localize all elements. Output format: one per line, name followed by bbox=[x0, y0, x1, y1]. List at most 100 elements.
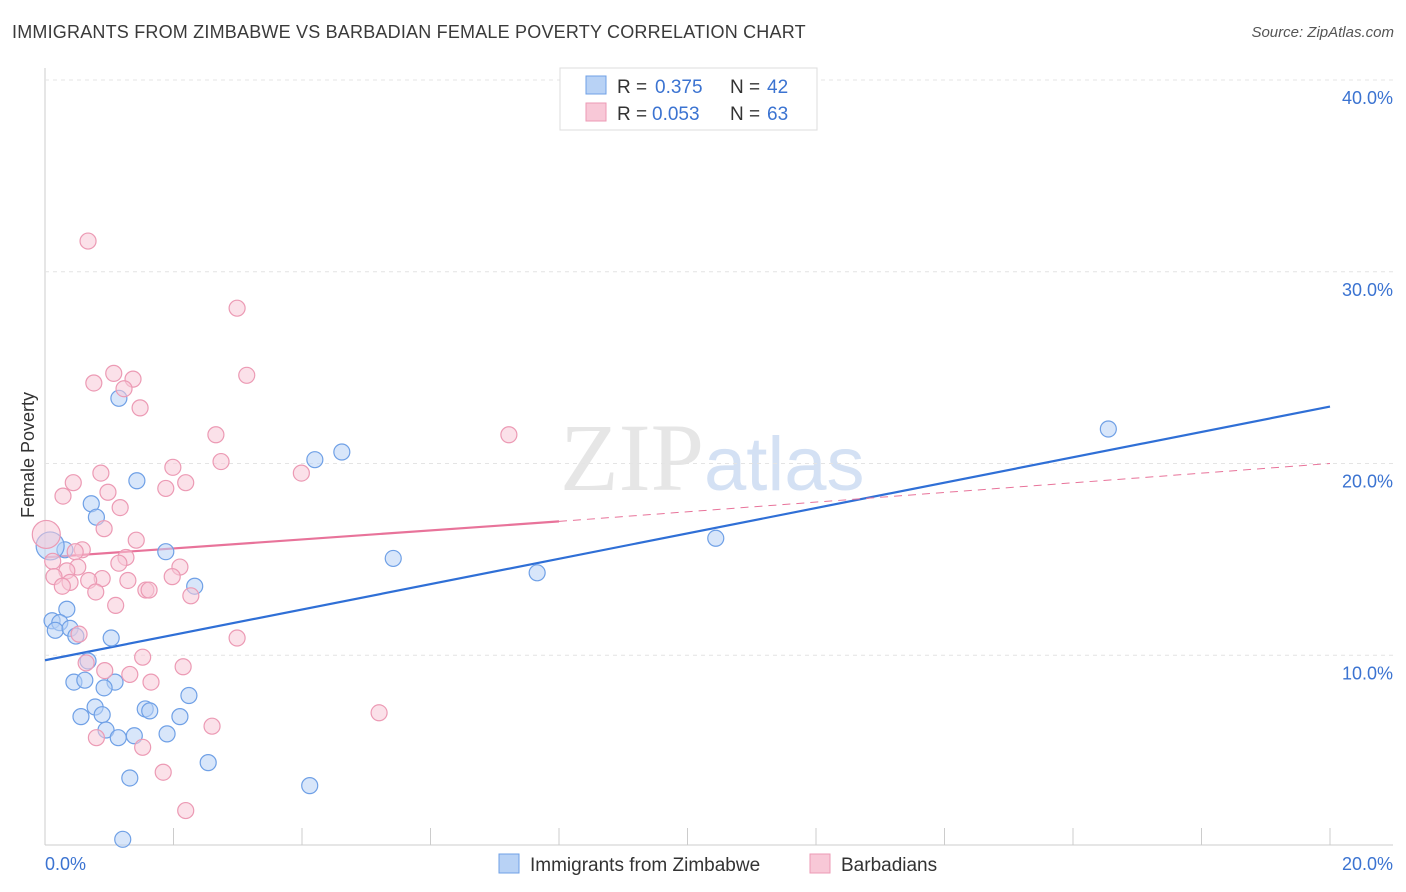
data-point-barbadians bbox=[107, 596, 125, 614]
data-point-zimbabwe bbox=[95, 679, 113, 697]
y-tick-label: 40.0% bbox=[1342, 88, 1393, 108]
data-point-zimbabwe bbox=[158, 725, 176, 743]
data-point-barbadians bbox=[292, 464, 310, 482]
y-tick-label: 30.0% bbox=[1342, 280, 1393, 300]
data-point-zimbabwe bbox=[46, 621, 64, 639]
data-point-barbadians bbox=[228, 629, 246, 647]
data-point-zimbabwe bbox=[306, 451, 324, 469]
data-point-barbadians bbox=[154, 763, 172, 781]
legend-swatch-zimbabwe bbox=[585, 75, 607, 95]
legend-n-value: 42 bbox=[767, 77, 788, 98]
data-point-barbadians bbox=[127, 531, 145, 549]
data-point-zimbabwe bbox=[333, 443, 351, 461]
data-point-zimbabwe bbox=[171, 708, 189, 726]
source-label: Source: ZipAtlas.com bbox=[1251, 24, 1394, 41]
data-point-barbadians bbox=[177, 474, 195, 492]
data-point-barbadians bbox=[79, 232, 97, 250]
legend-r-label: R = bbox=[617, 77, 647, 98]
data-point-barbadians bbox=[134, 648, 152, 666]
data-point-barbadians bbox=[66, 543, 84, 561]
data-point-barbadians bbox=[182, 587, 200, 605]
data-point-zimbabwe bbox=[76, 671, 94, 689]
data-point-zimbabwe bbox=[58, 600, 76, 618]
legend-n-value: 63 bbox=[767, 104, 788, 125]
bottom-legend-label-barbadians: Barbadians bbox=[841, 855, 937, 876]
y-axis-label: Female Poverty bbox=[18, 392, 38, 518]
data-point-zimbabwe bbox=[157, 543, 175, 561]
data-point-barbadians bbox=[238, 366, 256, 384]
data-point-barbadians bbox=[163, 568, 181, 586]
data-point-barbadians bbox=[99, 483, 117, 501]
data-point-zimbabwe bbox=[199, 754, 217, 772]
data-point-zimbabwe bbox=[707, 529, 725, 547]
legend-r-value: 0.053 bbox=[652, 104, 700, 125]
data-point-barbadians bbox=[87, 583, 105, 601]
data-point-zimbabwe bbox=[109, 729, 127, 747]
data-point-barbadians bbox=[105, 364, 123, 382]
data-point-barbadians bbox=[131, 399, 149, 417]
data-point-barbadians bbox=[87, 729, 106, 747]
y-tick-label: 20.0% bbox=[1342, 472, 1393, 492]
data-point-barbadians bbox=[95, 520, 113, 538]
y-tick-label: 10.0% bbox=[1342, 663, 1393, 683]
data-point-zimbabwe bbox=[121, 769, 139, 787]
data-point-barbadians bbox=[121, 665, 139, 684]
data-point-zimbabwe bbox=[72, 708, 90, 726]
x-tick-label-min: 0.0% bbox=[45, 854, 86, 874]
data-point-barbadians bbox=[500, 426, 518, 444]
data-point-barbadians bbox=[134, 738, 152, 756]
data-point-barbadians bbox=[115, 380, 133, 398]
data-point-zimbabwe bbox=[384, 549, 402, 568]
data-point-zimbabwe bbox=[1099, 420, 1117, 438]
data-point-barbadians bbox=[111, 499, 129, 517]
data-point-barbadians bbox=[119, 571, 137, 590]
legend-n-label: N = bbox=[730, 77, 760, 98]
data-point-barbadians bbox=[96, 661, 114, 680]
data-point-barbadians bbox=[92, 464, 110, 482]
legend-r-value: 0.375 bbox=[655, 77, 703, 98]
trend-line-dashed-barbadians bbox=[558, 463, 1331, 522]
data-point-barbadians bbox=[54, 487, 72, 505]
data-point-zimbabwe bbox=[128, 472, 146, 490]
x-tick-label-max: 20.0% bbox=[1342, 854, 1393, 874]
data-point-barbadians bbox=[157, 479, 175, 498]
data-point-zimbabwe bbox=[125, 727, 143, 745]
legend-swatch-barbadians bbox=[585, 102, 607, 122]
data-point-barbadians bbox=[164, 458, 182, 476]
data-point-barbadians bbox=[64, 474, 82, 492]
data-point-barbadians bbox=[85, 374, 103, 392]
data-point-barbadians bbox=[370, 704, 388, 722]
data-point-barbadians bbox=[142, 673, 160, 691]
legend-n-label: N = bbox=[730, 104, 760, 125]
data-point-zimbabwe bbox=[180, 686, 198, 705]
chart-title: IMMIGRANTS FROM ZIMBABWE VS BARBADIAN FE… bbox=[12, 22, 806, 42]
data-point-zimbabwe bbox=[301, 777, 319, 795]
data-point-zimbabwe bbox=[93, 706, 111, 724]
bottom-legend-label-zimbabwe: Immigrants from Zimbabwe bbox=[530, 855, 760, 876]
data-point-barbadians bbox=[212, 452, 230, 471]
data-point-zimbabwe bbox=[114, 830, 132, 848]
bottom-legend-swatch-barbadians bbox=[809, 853, 831, 874]
data-point-barbadians bbox=[53, 577, 71, 595]
data-point-barbadians bbox=[77, 654, 95, 672]
data-point-barbadians bbox=[44, 552, 62, 570]
data-point-zimbabwe bbox=[141, 702, 159, 720]
data-point-barbadians bbox=[174, 658, 192, 676]
data-point-zimbabwe bbox=[528, 564, 546, 582]
legend-r-label: R = bbox=[617, 104, 647, 125]
data-point-zimbabwe bbox=[102, 629, 120, 647]
watermark: ZIPatlas bbox=[560, 404, 865, 511]
data-point-barbadians bbox=[228, 299, 246, 317]
data-point-barbadians bbox=[31, 519, 61, 550]
data-point-barbadians bbox=[140, 581, 158, 599]
bottom-legend-swatch-zimbabwe bbox=[498, 853, 520, 874]
data-point-barbadians bbox=[70, 625, 88, 643]
trend-line-zimbabwe bbox=[44, 405, 1331, 662]
data-point-barbadians bbox=[203, 717, 221, 735]
data-point-barbadians bbox=[177, 801, 195, 820]
bottom-legend: Immigrants from Zimbabwe Barbadians bbox=[498, 853, 937, 876]
data-point-barbadians bbox=[207, 426, 225, 444]
data-point-barbadians bbox=[110, 554, 128, 572]
